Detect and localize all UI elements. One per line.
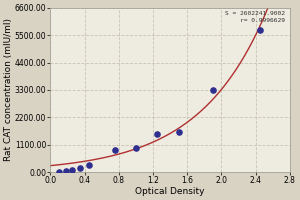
Point xyxy=(56,170,61,173)
Point xyxy=(78,166,83,169)
Text: S = 2602241.9002
r= 0.9996629: S = 2602241.9002 r= 0.9996629 xyxy=(225,11,285,23)
Point xyxy=(155,132,160,135)
Point xyxy=(258,28,262,31)
X-axis label: Optical Density: Optical Density xyxy=(135,187,205,196)
Point xyxy=(63,169,68,172)
Point xyxy=(69,168,74,171)
Point xyxy=(176,131,181,134)
Point xyxy=(134,146,138,149)
Y-axis label: Rat CAT concentration (mIU/ml): Rat CAT concentration (mIU/ml) xyxy=(4,18,13,161)
Point xyxy=(112,149,117,152)
Point xyxy=(211,88,215,92)
Point xyxy=(86,164,91,167)
